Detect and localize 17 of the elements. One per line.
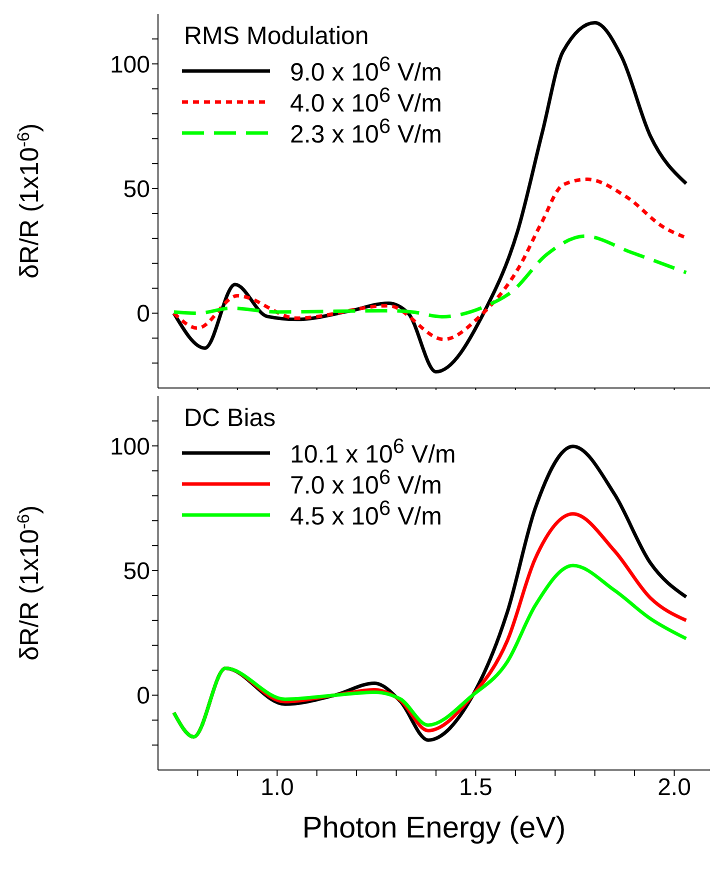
line-series: [172, 564, 688, 739]
y-tick-label: 100: [110, 433, 150, 460]
legend-label: 4.5 x 10$^{6}$ V/m: [290, 497, 442, 531]
y-tick-label: 50: [123, 558, 150, 586]
legend-label: 2.3 x 10$^{6}$ V/m: [290, 115, 442, 149]
x-tick-label: 1.5: [459, 774, 492, 802]
x-axis-title: Photon Energy (eV): [302, 811, 566, 844]
line-series: [172, 234, 688, 318]
y-tick-label: 50: [123, 176, 150, 204]
legend-title: DC Bias: [184, 404, 277, 433]
y-tick-label: 100: [110, 51, 150, 78]
y-tick-label: 0: [136, 682, 150, 710]
y-tick-label: 0: [136, 300, 150, 328]
x-tick-label: 2.0: [658, 774, 691, 802]
line-series: [172, 20, 688, 374]
legend-title: RMS Modulation: [184, 22, 370, 51]
x-tick-label: 1.0: [260, 774, 294, 802]
